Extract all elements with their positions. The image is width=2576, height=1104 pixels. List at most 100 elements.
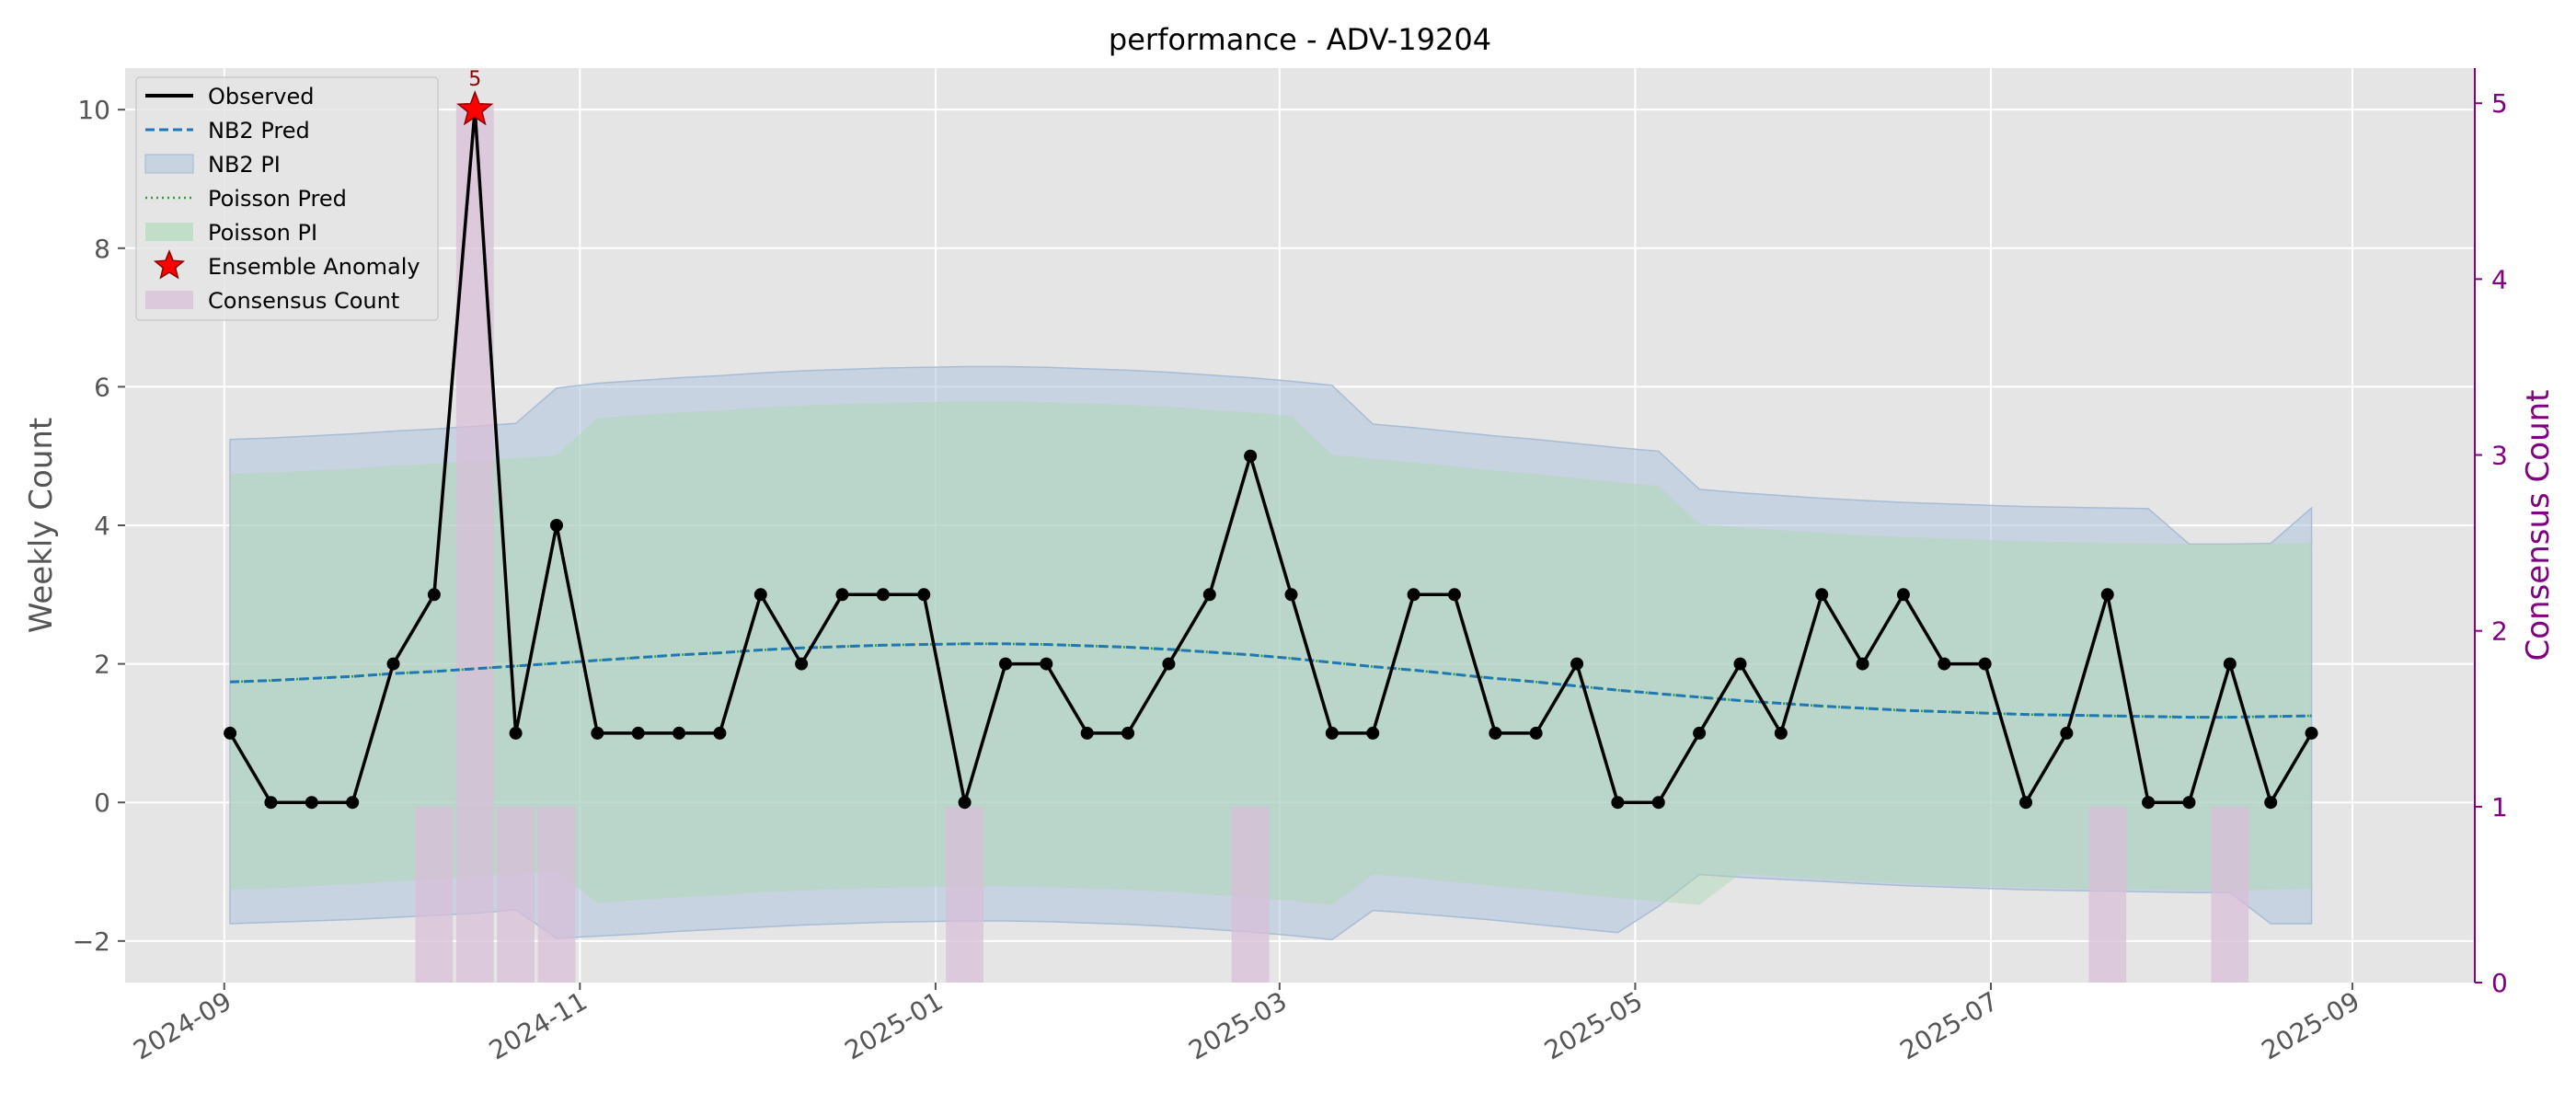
observed-point bbox=[1162, 657, 1176, 671]
observed-point bbox=[1489, 726, 1502, 740]
observed-point bbox=[264, 796, 278, 810]
legend-consensus-label: Consensus Count bbox=[208, 288, 399, 314]
observed-point bbox=[1202, 588, 1216, 602]
observed-point bbox=[2060, 726, 2074, 740]
consensus-bar bbox=[2088, 806, 2127, 983]
observed-point bbox=[224, 726, 237, 740]
prediction-interval-bands bbox=[229, 365, 2313, 941]
legend-poisson-pred-label: Poisson Pred bbox=[208, 186, 347, 212]
prediction-lines bbox=[230, 642, 2312, 719]
observed-point bbox=[386, 657, 400, 671]
y-right-tick-label: 4 bbox=[2491, 264, 2508, 294]
x-tick-label: 2024-11 bbox=[484, 985, 592, 1065]
observed-point bbox=[631, 726, 645, 740]
consensus-bar bbox=[1231, 806, 1270, 983]
observed-point bbox=[1529, 726, 1543, 740]
y-tick-label: 0 bbox=[94, 788, 110, 818]
observed-point bbox=[876, 588, 890, 602]
legend-nb2-pi-label: NB2 PI bbox=[208, 152, 281, 178]
y-axis-right-label: Consensus Count bbox=[2520, 389, 2557, 661]
legend: Observed NB2 Pred NB2 PI Poisson Pred Po… bbox=[135, 76, 439, 321]
observed-point bbox=[1325, 726, 1339, 740]
observed-point bbox=[1651, 796, 1665, 810]
y-right-tick-label: 5 bbox=[2491, 88, 2508, 119]
observed-point bbox=[1978, 657, 1992, 671]
observed-point bbox=[2019, 796, 2033, 810]
observed-point bbox=[2223, 657, 2237, 671]
nb2-pred-line bbox=[230, 642, 2312, 719]
y-tick-label: −2 bbox=[73, 926, 110, 957]
anomaly-label: 5 bbox=[468, 68, 481, 91]
x-tick-label: 2025-03 bbox=[1183, 985, 1292, 1065]
observed-point bbox=[1774, 726, 1788, 740]
legend-nb2-pred-label: NB2 Pred bbox=[208, 118, 310, 144]
observed-line bbox=[228, 109, 2314, 807]
observed-point bbox=[753, 588, 767, 602]
legend-anomaly-star-icon bbox=[153, 248, 186, 280]
legend-observed-label: Observed bbox=[208, 84, 314, 109]
x-tick-label: 2025-01 bbox=[840, 985, 949, 1065]
x-tick-label: 2024-09 bbox=[128, 985, 236, 1065]
consensus-bar bbox=[537, 806, 576, 983]
observed-point bbox=[1284, 588, 1298, 602]
y-tick-label: 4 bbox=[94, 511, 110, 541]
observed-point bbox=[591, 726, 604, 740]
observed-point bbox=[1570, 657, 1584, 671]
poisson-pi-band bbox=[230, 401, 2312, 905]
observed-point bbox=[917, 588, 931, 602]
observed-point bbox=[673, 726, 686, 740]
consensus-bar bbox=[455, 103, 494, 983]
x-tick-label: 2025-07 bbox=[1895, 985, 2004, 1065]
legend-frame bbox=[135, 76, 439, 321]
observed-point bbox=[1938, 657, 1951, 671]
observed-point bbox=[835, 588, 849, 602]
legend-anomaly-label: Ensemble Anomaly bbox=[208, 254, 420, 280]
observed-point bbox=[1040, 657, 1053, 671]
observed-point bbox=[1366, 726, 1380, 740]
observed-point bbox=[305, 796, 318, 810]
nb2-pi-band bbox=[229, 365, 2313, 941]
legend-nb2-pi-swatch bbox=[144, 154, 194, 174]
consensus-bar bbox=[415, 806, 454, 983]
y-right-tick-label: 1 bbox=[2491, 792, 2508, 822]
y-tick-label: 8 bbox=[94, 234, 110, 264]
observed-point bbox=[1121, 726, 1135, 740]
x-tick-label: 2025-09 bbox=[2257, 985, 2365, 1065]
observed-point bbox=[2264, 796, 2278, 810]
consensus-bar bbox=[2211, 806, 2249, 983]
observed-point bbox=[1447, 588, 1461, 602]
consensus-bar bbox=[497, 806, 535, 983]
observed-point bbox=[549, 519, 563, 532]
y-right-tick-label: 3 bbox=[2491, 441, 2508, 471]
observed-point bbox=[2182, 796, 2196, 810]
x-tick-label: 2025-05 bbox=[1539, 985, 1648, 1065]
chart-title: performance - ADV-19204 bbox=[1109, 22, 1491, 57]
observed-point bbox=[427, 588, 441, 602]
consensus-bar bbox=[946, 806, 984, 983]
anomaly-star bbox=[456, 90, 494, 126]
observed-point bbox=[1733, 657, 1747, 671]
observed-point bbox=[958, 796, 972, 810]
y-right-tick-label: 0 bbox=[2491, 968, 2508, 998]
y-right-tick-label: 2 bbox=[2491, 616, 2508, 647]
y-tick-label: 6 bbox=[94, 372, 110, 402]
observed-point bbox=[1611, 796, 1625, 810]
legend-consensus-swatch bbox=[145, 291, 193, 309]
consensus-bars bbox=[415, 103, 2249, 983]
observed-point bbox=[1407, 588, 1420, 602]
observed-point bbox=[2305, 726, 2318, 740]
observed-point bbox=[1896, 588, 1910, 602]
observed-point bbox=[2100, 588, 2114, 602]
observed-point bbox=[1856, 657, 1869, 671]
observed-point bbox=[346, 796, 360, 810]
observed-point bbox=[713, 726, 727, 740]
anomaly-markers: 5 bbox=[456, 68, 494, 126]
observed-point bbox=[2142, 796, 2156, 810]
legend-poisson-pi-swatch bbox=[145, 223, 193, 241]
y-tick-label: 10 bbox=[77, 95, 110, 125]
observed-point bbox=[998, 657, 1012, 671]
observed-point bbox=[1080, 726, 1094, 740]
legend-poisson-pi-label: Poisson PI bbox=[208, 220, 317, 246]
observed-point bbox=[795, 657, 809, 671]
